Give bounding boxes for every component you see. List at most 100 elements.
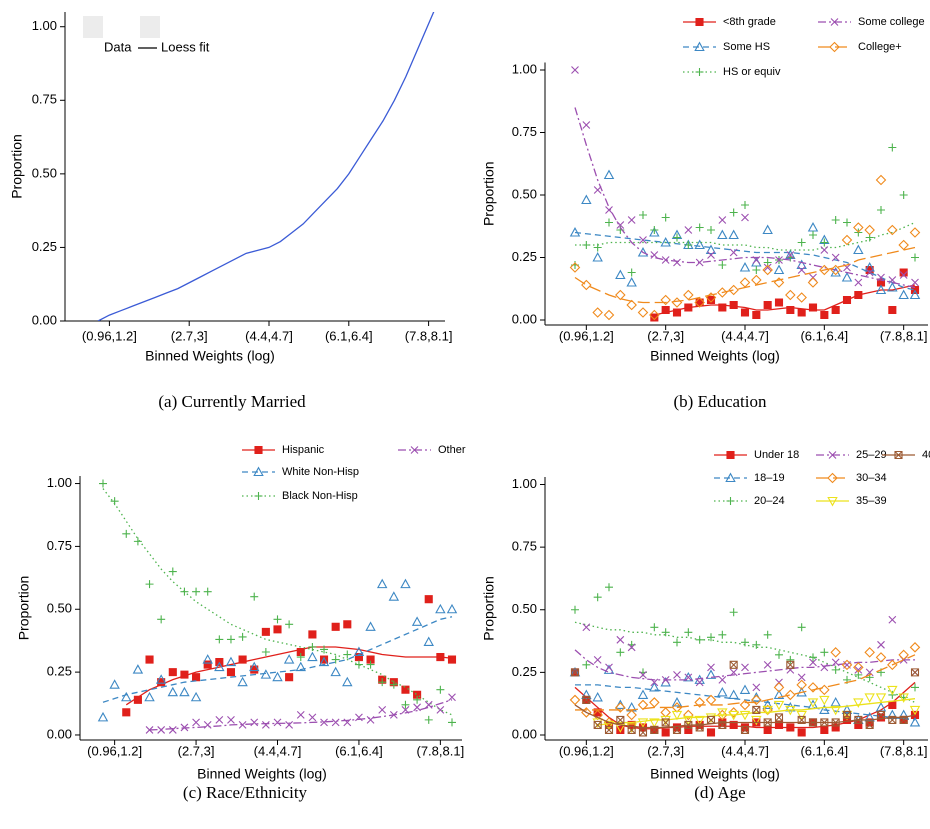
data-point xyxy=(261,627,270,636)
legend-label: Loess fit xyxy=(161,39,210,54)
data-point xyxy=(796,292,807,303)
x-tick-label: (7.8,8.1] xyxy=(880,743,928,758)
data-point xyxy=(820,310,829,320)
data-point xyxy=(423,636,434,646)
data-point xyxy=(331,622,340,631)
data-point xyxy=(694,239,705,250)
caption: (a) Currently Married xyxy=(158,392,306,411)
data-point xyxy=(683,671,694,682)
loess-line xyxy=(574,704,916,729)
data-point xyxy=(308,713,317,722)
data-point xyxy=(331,655,340,664)
data-point xyxy=(694,697,705,708)
data-point xyxy=(797,623,806,632)
data-point xyxy=(581,279,592,291)
legend-label: 40+ xyxy=(922,449,930,461)
data-point xyxy=(763,660,772,669)
data-point xyxy=(796,710,807,721)
loess-line xyxy=(575,654,916,711)
y-tick-label: 0.50 xyxy=(512,601,537,616)
data-point xyxy=(604,725,614,735)
data-point xyxy=(627,268,636,277)
caption: (c) Race/Ethnicity xyxy=(183,783,308,802)
legend-marker xyxy=(894,450,903,460)
data-point xyxy=(694,297,705,308)
data-point xyxy=(168,668,177,677)
data-point xyxy=(273,615,282,624)
data-point xyxy=(819,695,830,706)
x-tick-label: (0.96,1.2] xyxy=(559,328,614,343)
data-point xyxy=(250,592,259,601)
x-axis-label: Binned Weights (log) xyxy=(650,766,780,782)
data-point xyxy=(865,268,874,277)
data-point xyxy=(774,713,784,722)
data-point xyxy=(728,229,739,240)
data-point xyxy=(661,213,670,222)
data-point xyxy=(809,231,817,239)
data-point xyxy=(763,263,772,272)
panel: 0.00 0.25 0.50 0.75 1.00 (0.96,1.2] (2.7,3] (4.… xyxy=(481,16,928,411)
data-point xyxy=(661,718,670,727)
data-point xyxy=(705,694,717,706)
data-point xyxy=(752,683,761,692)
data-point xyxy=(717,229,728,240)
y-axis-label: Proportion xyxy=(9,134,25,199)
data-point xyxy=(378,678,387,687)
data-point xyxy=(366,660,375,669)
data-point xyxy=(661,256,670,264)
data-point xyxy=(238,721,247,729)
data-point xyxy=(308,630,317,639)
data-point xyxy=(637,718,649,728)
data-point xyxy=(911,253,919,262)
data-point xyxy=(225,656,237,667)
x-tick-label: (7.8,8.1] xyxy=(405,328,453,343)
legend-label: Black Non-Hisp xyxy=(282,490,358,502)
data-point xyxy=(649,697,660,708)
legend-label: Other xyxy=(438,444,466,456)
y-tick-label: 0.75 xyxy=(47,538,72,553)
data-point xyxy=(864,693,875,703)
data-point xyxy=(649,718,660,728)
data-point xyxy=(424,715,433,724)
data-point xyxy=(728,284,739,296)
data-point xyxy=(570,668,580,677)
data-point xyxy=(650,251,659,259)
y-tick-label: 0.25 xyxy=(47,664,72,679)
data-point xyxy=(707,251,715,259)
data-point xyxy=(227,715,235,724)
legend-marker xyxy=(726,450,735,460)
data-point xyxy=(436,705,445,714)
data-point xyxy=(626,277,637,287)
x-tick-label: (4.4,4.7] xyxy=(721,743,769,758)
data-point xyxy=(605,583,613,592)
data-point xyxy=(831,658,840,667)
data-point xyxy=(786,660,795,669)
legend-marker xyxy=(726,497,735,505)
data-point xyxy=(729,248,738,257)
x-axis-label: Binned Weights (log) xyxy=(197,766,327,782)
legend-label: Some college xyxy=(858,16,925,28)
data-point xyxy=(671,710,683,721)
data-point xyxy=(898,693,909,703)
data-point xyxy=(569,262,581,273)
data-point xyxy=(273,718,282,727)
data-point xyxy=(168,567,177,576)
data-point xyxy=(740,308,750,317)
legend-key xyxy=(83,16,103,38)
y-tick-label: 0.75 xyxy=(512,539,537,554)
data-point xyxy=(592,307,603,318)
data-point xyxy=(660,294,671,306)
data-point xyxy=(132,664,144,674)
loess-line xyxy=(149,699,453,731)
data-point xyxy=(320,718,328,727)
loess-line xyxy=(125,646,453,706)
legend-label: White Non-Hisp xyxy=(282,466,359,478)
data-point xyxy=(887,709,898,720)
data-point xyxy=(741,213,749,222)
data-point xyxy=(797,673,806,682)
legend-marker xyxy=(830,18,839,26)
data-point xyxy=(649,681,660,692)
data-point xyxy=(683,289,694,301)
data-point xyxy=(615,289,626,301)
data-point xyxy=(365,621,376,631)
